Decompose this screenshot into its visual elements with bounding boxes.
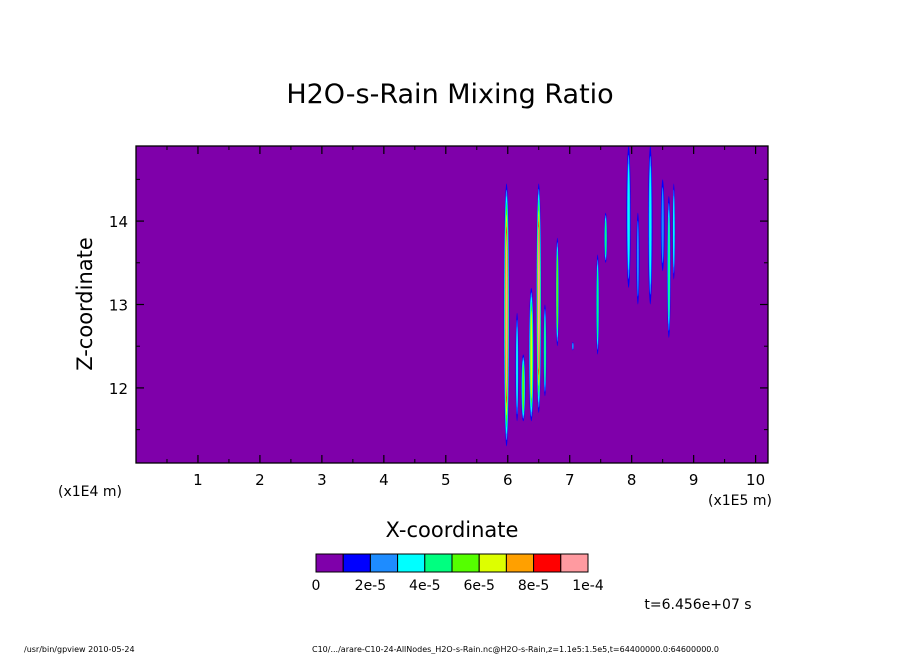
x-tick-label: 9: [689, 471, 699, 489]
rain-contour-level-3: [649, 165, 652, 285]
colorbar-tick-label: 4e-5: [409, 578, 440, 594]
rain-contour-level-2: [661, 187, 664, 264]
y-axis-label: Z-coordinate: [73, 237, 97, 371]
rain-feature: [604, 212, 608, 263]
rain-feature: [543, 304, 547, 397]
colorbar-tick-label: 8e-5: [518, 578, 549, 594]
rain-contour-level-5: [522, 365, 525, 411]
rain-contour-level-4: [668, 216, 670, 318]
colorbar-swatch: [478, 553, 507, 573]
rain-feature: [667, 196, 671, 338]
colorbar-swatch: [369, 553, 399, 573]
x-tick-label: 8: [627, 471, 637, 489]
colorbar-swatch: [533, 553, 562, 573]
x-tick-label: 1: [193, 471, 203, 489]
time-label: t=6.456e+07 s: [644, 597, 751, 613]
rain-contour-level-9: [505, 232, 508, 398]
footer-left: /usr/bin/gpview 2010-05-24: [24, 645, 135, 654]
colorbar-labels: 0 2e-5 4e-5 6e-5 8e-5 1e-4: [312, 578, 604, 594]
rain-contour-level-2: [572, 342, 574, 350]
y-tick-label: 14: [109, 213, 128, 231]
rain-feature: [636, 212, 640, 305]
rain-contour-level-5: [556, 255, 559, 329]
rain-feature: [672, 183, 676, 280]
rain-feature: [528, 287, 534, 422]
colorbar-swatch: [451, 553, 480, 573]
rain-feature: [503, 183, 510, 447]
x-tick-label: 5: [441, 471, 451, 489]
colorbar-swatch: [315, 553, 344, 573]
rain-contour-level-2: [636, 220, 639, 297]
rain-feature: [555, 237, 559, 347]
rain-feature: [596, 254, 600, 355]
colorbar-swatch: [560, 553, 589, 573]
rain-feature: [648, 146, 653, 305]
rain-feature: [536, 183, 542, 413]
x-axis-label: X-coordinate: [386, 518, 519, 542]
x-axis-ticks: 1 2 3 4 5 6 7 8 9 10: [166, 146, 765, 489]
x-tick-label: 10: [746, 471, 765, 489]
colorbar-swatch: [424, 553, 453, 573]
y-tick-label: 13: [109, 297, 128, 315]
rain-feature: [515, 312, 519, 422]
rain-feature: [660, 179, 665, 272]
x-tick-label: 2: [255, 471, 265, 489]
rain-contour-level-4: [604, 220, 607, 256]
colorbar-swatch: [505, 553, 535, 573]
rain-contour-level-4: [596, 269, 599, 340]
colorbar-tick-label: 0: [312, 578, 321, 594]
rain-features: [503, 146, 676, 447]
colorbar-swatch: [397, 553, 426, 573]
rain-contour-level-3: [627, 163, 630, 271]
chart-title: H2O-s-Rain Mixing Ratio: [286, 79, 613, 110]
colorbar-tick-label: 2e-5: [355, 578, 386, 594]
x-tick-label: 7: [565, 471, 575, 489]
y-axis-ticks: 12 13 14: [109, 178, 768, 431]
colorbar: [315, 553, 589, 573]
rain-contour-level-4: [544, 317, 546, 383]
rain-feature: [571, 342, 574, 351]
y-tick-label: 12: [109, 380, 128, 398]
rain-contour-level-3: [516, 326, 518, 408]
rain-feature: [626, 146, 631, 288]
rain-contour-level-9: [537, 226, 540, 370]
footer-right: C10/.../arare-C10-24-AllNodes_H2O-s-Rain…: [312, 645, 719, 654]
colorbar-tick-label: 1e-4: [572, 578, 604, 594]
colorbar-tick-label: 6e-5: [463, 578, 494, 594]
rain-contour-level-6: [530, 310, 533, 399]
colorbar-swatch: [342, 553, 371, 573]
rain-contour-level-3: [673, 195, 675, 268]
x-tick-label: 4: [379, 471, 389, 489]
x-axis-unit: (x1E5 m): [708, 493, 772, 509]
rain-feature: [521, 354, 526, 422]
y-axis-unit: (x1E4 m): [58, 484, 122, 500]
x-tick-label: 3: [317, 471, 327, 489]
x-tick-label: 6: [503, 471, 513, 489]
